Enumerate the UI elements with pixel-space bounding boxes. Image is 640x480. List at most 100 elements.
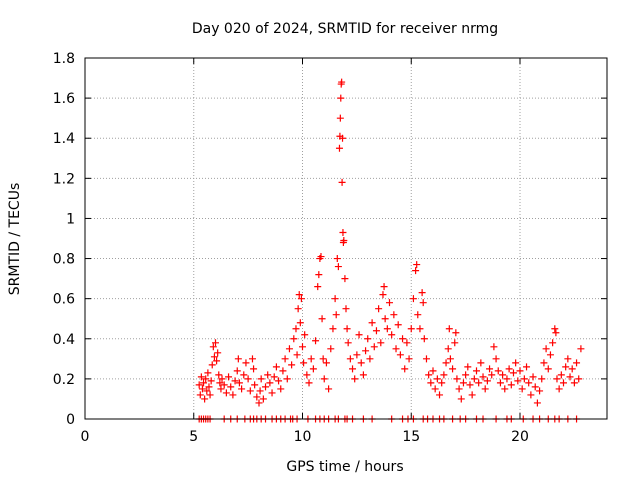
- data-point: [379, 291, 387, 299]
- data-point: [481, 385, 489, 393]
- data-point: [401, 365, 409, 373]
- data-point: [251, 381, 259, 389]
- data-point: [266, 379, 274, 387]
- data-point: [333, 255, 341, 263]
- data-point: [507, 381, 515, 389]
- data-point: [466, 381, 474, 389]
- data-point: [255, 399, 263, 407]
- data-point: [483, 377, 491, 385]
- data-point: [560, 379, 567, 387]
- data-point: [501, 385, 509, 393]
- data-point: [546, 351, 554, 359]
- data-point: [213, 357, 221, 365]
- data-point: [575, 375, 583, 383]
- data-point: [416, 325, 424, 333]
- data-point: [212, 339, 219, 347]
- data-point: [468, 391, 476, 399]
- data-point: [413, 261, 421, 269]
- data-point: [370, 343, 378, 351]
- data-point: [196, 391, 204, 399]
- data-point: [414, 311, 422, 319]
- data-point: [208, 361, 216, 369]
- data-point: [216, 379, 224, 387]
- data-point: [499, 371, 507, 379]
- data-point: [449, 365, 457, 373]
- data-point: [309, 365, 317, 373]
- data-point: [296, 319, 304, 327]
- data-point: [375, 305, 383, 313]
- data-point: [357, 359, 365, 367]
- data-point: [470, 375, 478, 383]
- data-point: [299, 343, 306, 351]
- data-point: [250, 365, 258, 373]
- data-point: [419, 299, 427, 307]
- data-point: [329, 325, 337, 333]
- data-point: [338, 178, 346, 186]
- data-point: [488, 371, 496, 379]
- data-point: [334, 263, 342, 271]
- data-point: [442, 359, 450, 367]
- data-point: [362, 347, 370, 355]
- data-point: [445, 325, 453, 333]
- data-point: [246, 387, 254, 395]
- data-point: [552, 329, 560, 337]
- data-point: [392, 345, 400, 353]
- data-point: [431, 385, 439, 393]
- data-point: [418, 289, 426, 297]
- data-point: [225, 373, 233, 381]
- data-point: [390, 311, 398, 319]
- data-point: [206, 391, 214, 399]
- plot-frame: [84, 57, 608, 420]
- data-point: [372, 327, 380, 335]
- data-point: [359, 371, 367, 379]
- data-point: [516, 367, 524, 375]
- data-point: [444, 345, 452, 353]
- data-point: [377, 339, 385, 347]
- data-point: [207, 377, 215, 385]
- data-point: [551, 325, 559, 333]
- data-point: [227, 383, 235, 391]
- y-tick-label: 1.2: [53, 171, 75, 187]
- data-point: [337, 94, 345, 102]
- data-point: [317, 253, 325, 261]
- data-point: [475, 379, 483, 387]
- data-point: [577, 345, 585, 353]
- data-point: [342, 305, 350, 313]
- data-point: [427, 379, 435, 387]
- y-tick-label: 1: [66, 211, 75, 227]
- data-point: [527, 391, 535, 399]
- data-point: [307, 355, 315, 363]
- data-point: [425, 371, 433, 379]
- data-point: [464, 363, 472, 371]
- data-point: [420, 335, 428, 343]
- data-point: [344, 339, 352, 347]
- data-point: [202, 375, 210, 383]
- data-point: [277, 385, 285, 393]
- data-point: [429, 367, 437, 375]
- data-point: [553, 375, 561, 383]
- data-point: [422, 355, 430, 363]
- data-point: [198, 385, 206, 393]
- data-point: [520, 375, 528, 383]
- chart-title: Day 020 of 2024, SRMTID for receiver nrm…: [192, 21, 498, 37]
- y-axis-label: SRMTID / TECUs: [7, 183, 23, 296]
- data-point: [262, 383, 270, 391]
- data-point: [257, 375, 265, 383]
- data-point: [446, 355, 454, 363]
- data-point: [234, 355, 242, 363]
- data-point: [195, 381, 203, 389]
- data-point: [343, 325, 351, 333]
- data-point: [315, 271, 323, 279]
- data-point: [380, 283, 388, 291]
- data-point: [331, 295, 339, 303]
- data-point: [403, 339, 411, 347]
- data-point: [238, 385, 246, 393]
- data-point: [335, 144, 343, 152]
- data-point: [325, 385, 333, 393]
- x-tick-label: 20: [511, 429, 529, 445]
- data-point: [494, 367, 502, 375]
- data-point: [318, 315, 326, 323]
- data-point: [381, 315, 389, 323]
- data-point: [204, 369, 212, 377]
